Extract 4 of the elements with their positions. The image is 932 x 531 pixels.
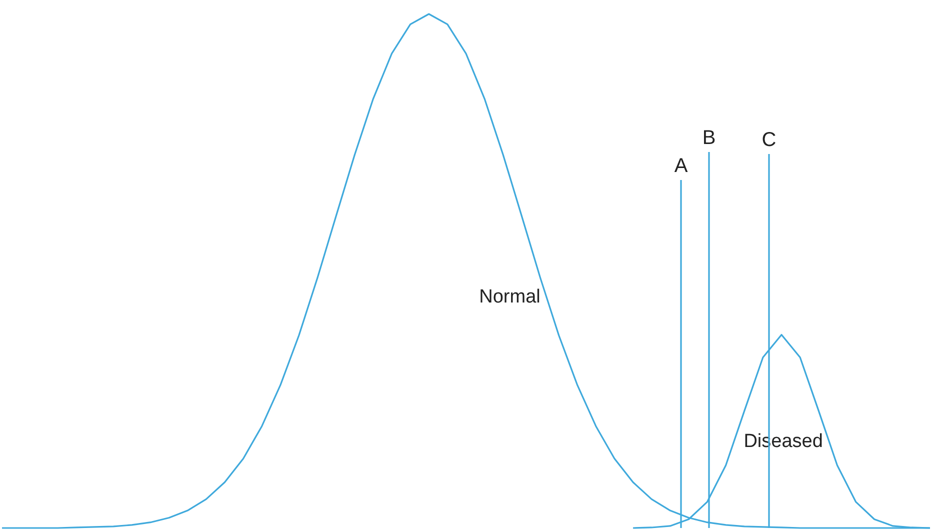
annotation: B xyxy=(702,127,716,149)
annotation: C xyxy=(762,129,776,151)
annotation: A xyxy=(674,155,688,177)
series-label: Normal xyxy=(479,286,540,308)
